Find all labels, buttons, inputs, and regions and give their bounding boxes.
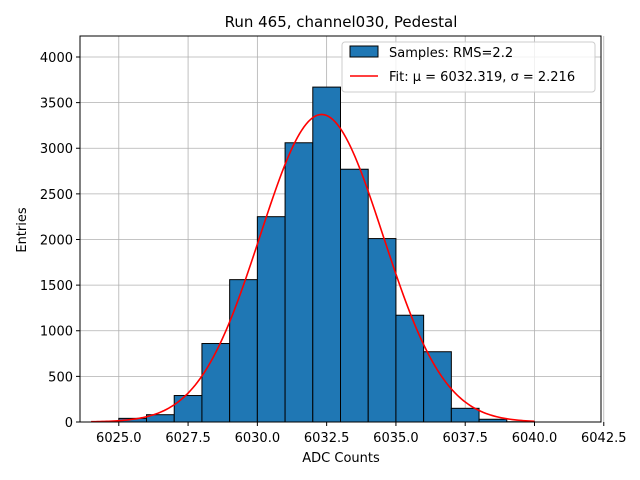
y-axis-ticks: 0 500 1000 1500 2000 2500 3000 3500 4000 <box>40 51 80 431</box>
y-tick-label: 3000 <box>40 142 73 157</box>
x-tick-label: 6030.0 <box>235 431 281 446</box>
histogram-bar <box>201 343 231 423</box>
y-tick-label: 1000 <box>40 325 73 340</box>
histogram-bar <box>367 238 397 423</box>
x-axis-ticks: 6025.0 6027.5 6030.0 6032.5 6035.0 6037.5 6040… <box>96 422 627 446</box>
legend-fit-label: Fit: μ = 6032.319, σ = 2.216 <box>389 70 575 85</box>
y-tick-label: 500 <box>48 370 73 385</box>
legend-samples-patch <box>349 45 379 58</box>
y-tick-label: 1500 <box>40 279 73 294</box>
fit-curve-layer <box>91 113 535 423</box>
histogram-bar <box>312 86 341 423</box>
y-tick-label: 0 <box>65 416 73 431</box>
x-tick-label: 6035.0 <box>373 431 419 446</box>
histogram-bar <box>395 314 425 423</box>
y-tick-label: 2000 <box>40 233 73 248</box>
legend: Samples: RMS=2.2 Fit: μ = 6032.319, σ = … <box>341 41 596 93</box>
gaussian-fit-curve <box>91 113 535 423</box>
legend-samples-label: Samples: RMS=2.2 <box>389 46 513 61</box>
histogram-bar <box>284 142 314 423</box>
histogram-bars <box>118 86 535 423</box>
histogram-bar <box>340 168 369 423</box>
x-tick-label: 6042.5 <box>581 431 627 446</box>
x-axis-label: ADC Counts <box>302 451 380 466</box>
y-axis-label: Entries <box>15 207 30 253</box>
legend-box <box>341 41 596 93</box>
x-tick-label: 6032.5 <box>304 431 350 446</box>
histogram-bar <box>173 395 203 423</box>
histogram-bar <box>229 279 258 423</box>
x-tick-label: 6027.5 <box>165 431 211 446</box>
x-tick-label: 6040.0 <box>512 431 558 446</box>
x-tick-label: 6037.5 <box>442 431 488 446</box>
histogram-bar <box>423 351 452 423</box>
y-tick-label: 4000 <box>40 51 73 66</box>
y-tick-label: 3500 <box>40 97 73 112</box>
histogram-bar <box>450 407 480 423</box>
histogram-bar <box>256 216 286 423</box>
plot-frame <box>79 35 602 423</box>
chart-title: Run 465, channel030, Pedestal <box>225 13 458 31</box>
y-tick-label: 2500 <box>40 188 73 203</box>
x-tick-label: 6025.0 <box>96 431 142 446</box>
